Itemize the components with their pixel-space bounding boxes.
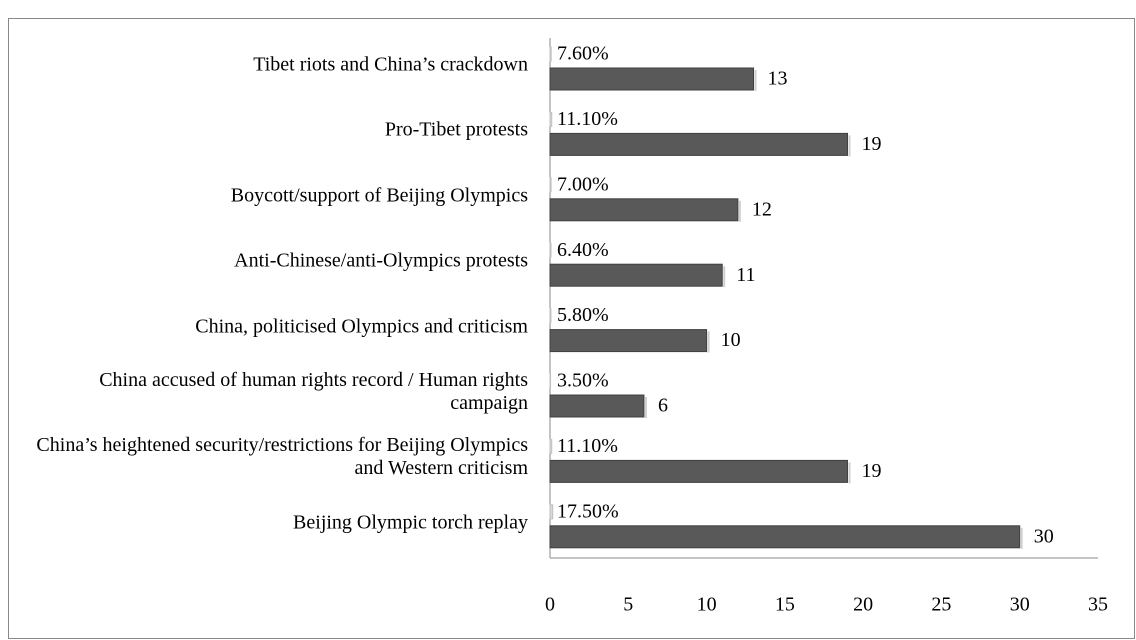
x-tick-label: 30 bbox=[1010, 594, 1030, 616]
x-tick-label: 25 bbox=[931, 594, 951, 616]
data-label: 11.10% bbox=[557, 435, 618, 457]
data-label: 3.50% bbox=[557, 370, 609, 392]
data-label: 30 bbox=[1034, 525, 1054, 547]
data-label: 12 bbox=[752, 198, 772, 220]
bar bbox=[549, 504, 554, 520]
x-tick-label: 5 bbox=[623, 594, 633, 616]
bar bbox=[549, 438, 553, 454]
x-tick-label: 15 bbox=[775, 594, 795, 616]
bar bbox=[549, 242, 552, 258]
bar bbox=[549, 394, 645, 418]
data-label: 10 bbox=[721, 329, 741, 351]
data-label: 7.60% bbox=[557, 43, 609, 65]
bar bbox=[549, 263, 723, 287]
data-label: 11.10% bbox=[557, 108, 618, 130]
data-label: 13 bbox=[768, 68, 788, 90]
category-label: China, politicised Olympics and criticis… bbox=[195, 315, 528, 338]
bar bbox=[549, 459, 848, 483]
bar bbox=[549, 132, 848, 156]
data-label: 19 bbox=[861, 460, 881, 482]
bar bbox=[549, 67, 755, 91]
data-label: 7.00% bbox=[557, 173, 609, 195]
x-tick-label: 10 bbox=[697, 594, 717, 616]
data-label: 19 bbox=[861, 133, 881, 155]
x-tick-label: 20 bbox=[853, 594, 873, 616]
category-label: Beijing Olympic torch replay bbox=[293, 511, 528, 534]
category-label: Pro-Tibet protests bbox=[384, 118, 528, 141]
category-label: Anti-Chinese/anti-Olympics protests bbox=[234, 249, 528, 272]
bar bbox=[549, 373, 552, 389]
bar bbox=[549, 177, 552, 193]
category-label: Tibet riots and China’s crackdown bbox=[253, 53, 528, 76]
data-label: 17.50% bbox=[557, 500, 619, 522]
data-label: 6.40% bbox=[557, 239, 609, 261]
bar bbox=[549, 525, 1021, 549]
bar bbox=[549, 111, 553, 127]
data-label: 6 bbox=[658, 395, 668, 417]
data-label: 5.80% bbox=[557, 304, 609, 326]
x-tick-label: 0 bbox=[545, 594, 555, 616]
bar bbox=[549, 46, 552, 62]
category-label: Boycott/support of Beijing Olympics bbox=[230, 184, 528, 207]
bar bbox=[549, 329, 708, 353]
chart-border bbox=[8, 18, 1135, 639]
category-label: China accused of human rights record / H… bbox=[99, 369, 528, 414]
bar bbox=[549, 198, 739, 222]
bar bbox=[549, 308, 552, 324]
x-tick-label: 35 bbox=[1088, 594, 1108, 616]
category-label: China’s heightened security/restrictions… bbox=[36, 434, 528, 480]
data-label: 11 bbox=[736, 264, 755, 286]
